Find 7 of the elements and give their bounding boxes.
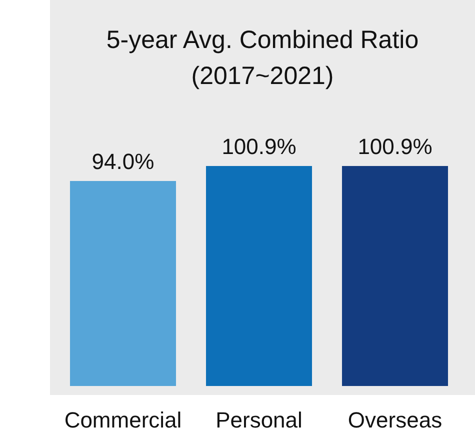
data-label: 100.9% [222,134,296,159]
x-tick-label: Overseas [348,408,442,433]
data-label: 94.0% [92,149,154,174]
chart-title: 5-year Avg. Combined Ratio (2017~2021) [105,25,420,92]
x-tick-label: Commercial [64,408,182,433]
x-tick-label: Personal [216,408,302,433]
data-label: 100.9% [358,134,432,159]
